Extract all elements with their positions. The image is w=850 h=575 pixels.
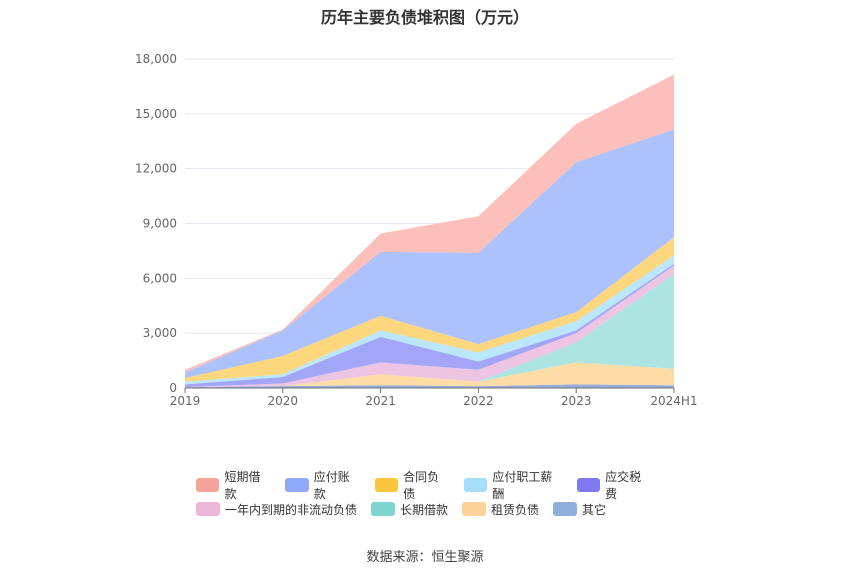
x-tick-label: 2020 bbox=[268, 394, 299, 408]
legend-swatch bbox=[285, 478, 309, 492]
legend-swatch bbox=[576, 478, 601, 492]
legend-label: 应付账款 bbox=[313, 470, 350, 501]
legend-row: 短期借款 应付账款 合同负债 应付职工薪酬 应交税费 bbox=[196, 470, 666, 501]
legend-item[interactable]: 长期借款 bbox=[371, 501, 448, 518]
area-series bbox=[185, 74, 674, 388]
y-tick-label: 15,000 bbox=[135, 107, 177, 121]
legend-item[interactable]: 一年内到期的非流动负债 bbox=[196, 501, 357, 518]
legend-label: 其它 bbox=[582, 502, 607, 517]
legend-swatch bbox=[196, 478, 220, 492]
stacked-area-chart: 0 3,000 6,000 9,000 12,000 15,000 18,000 2019 20… bbox=[135, 52, 698, 408]
legend-item[interactable]: 其它 bbox=[553, 501, 606, 518]
y-tick-label: 0 bbox=[169, 381, 177, 395]
legend-item[interactable]: 租赁负债 bbox=[462, 501, 539, 518]
chart-title: 历年主要负债堆积图（万元） bbox=[320, 8, 529, 27]
area-series-应付账款 bbox=[185, 129, 674, 378]
area-series-其它 bbox=[185, 384, 674, 388]
legend-item[interactable]: 合同负债 bbox=[374, 468, 450, 502]
legend-label: 租赁负债 bbox=[491, 502, 540, 517]
x-tick-label: 2022 bbox=[463, 394, 494, 408]
area-series-租赁负债 bbox=[185, 362, 674, 388]
y-tick-label: 6,000 bbox=[143, 271, 177, 285]
area-series-合同负债 bbox=[185, 237, 674, 382]
legend-label: 应付职工薪酬 bbox=[492, 470, 553, 501]
legend-swatch bbox=[463, 478, 488, 492]
legend-item[interactable]: 应付职工薪酬 bbox=[463, 468, 563, 502]
x-tick-label: 2019 bbox=[170, 394, 201, 408]
legend-swatch bbox=[553, 502, 578, 516]
y-tick-label: 12,000 bbox=[135, 162, 177, 176]
axes: 0 3,000 6,000 9,000 12,000 15,000 18,000 2019 20… bbox=[135, 52, 698, 408]
area-series-短期借款 bbox=[185, 74, 674, 373]
legend-label: 短期借款 bbox=[224, 470, 261, 501]
legend-label: 应交税费 bbox=[605, 470, 642, 501]
legend-label: 合同负债 bbox=[403, 470, 440, 501]
legend-swatch bbox=[462, 502, 487, 516]
y-tick-label: 3,000 bbox=[143, 326, 177, 340]
legend-label: 长期借款 bbox=[400, 502, 449, 517]
legend-swatch bbox=[196, 502, 220, 516]
x-tick-label: 2021 bbox=[365, 394, 396, 408]
legend-swatch bbox=[371, 502, 396, 516]
legend-item[interactable]: 短期借款 bbox=[196, 468, 271, 502]
legend-item[interactable]: 应付账款 bbox=[285, 468, 360, 502]
x-tick-label: 2024H1 bbox=[650, 394, 697, 408]
y-tick-label: 18,000 bbox=[135, 52, 177, 66]
area-series-长期借款 bbox=[185, 273, 674, 388]
legend-swatch bbox=[374, 478, 399, 492]
legend-row: 一年内到期的非流动负债 长期借款 租赁负债 其它 bbox=[196, 497, 666, 521]
area-series-应交税费 bbox=[185, 263, 674, 388]
x-tick-label: 2023 bbox=[561, 394, 592, 408]
source-note: 数据来源：恒生聚源 bbox=[366, 550, 484, 565]
y-tick-label: 9,000 bbox=[143, 217, 177, 231]
legend-label: 一年内到期的非流动负债 bbox=[225, 502, 358, 517]
legend: 短期借款 应付账款 合同负债 应付职工薪酬 应交税费 一年内到期的非流动负债 长期借款 租赁… bbox=[196, 470, 666, 521]
legend-item[interactable]: 应交税费 bbox=[576, 468, 652, 502]
